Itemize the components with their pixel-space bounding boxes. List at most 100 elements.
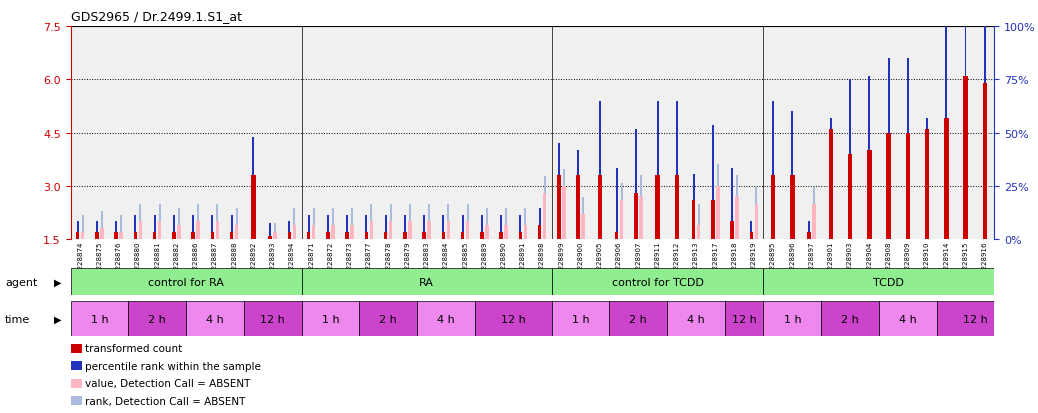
- Bar: [446, 222, 450, 240]
- Bar: [598, 176, 602, 240]
- Bar: [101, 212, 103, 229]
- Bar: [552, 301, 609, 337]
- Bar: [519, 216, 521, 233]
- Bar: [944, 119, 949, 240]
- Bar: [736, 176, 738, 197]
- Bar: [424, 216, 426, 233]
- Bar: [347, 216, 348, 233]
- Bar: [212, 216, 214, 233]
- Bar: [235, 225, 239, 240]
- Bar: [756, 187, 758, 204]
- Text: time: time: [5, 314, 30, 324]
- Bar: [735, 197, 739, 240]
- Bar: [716, 186, 719, 240]
- Bar: [655, 176, 660, 240]
- Text: rank, Detection Call = ABSENT: rank, Detection Call = ABSENT: [85, 396, 246, 406]
- Bar: [639, 176, 641, 197]
- Text: control for RA: control for RA: [148, 277, 224, 287]
- Bar: [616, 169, 618, 233]
- Bar: [307, 233, 310, 240]
- Bar: [771, 176, 775, 240]
- Bar: [676, 101, 678, 176]
- Bar: [552, 268, 763, 295]
- Bar: [879, 301, 936, 337]
- Bar: [614, 233, 619, 240]
- Bar: [581, 215, 584, 240]
- Bar: [230, 233, 234, 240]
- Bar: [384, 233, 387, 240]
- Bar: [887, 59, 890, 133]
- Bar: [389, 205, 391, 222]
- Bar: [301, 268, 552, 295]
- Bar: [485, 225, 489, 240]
- Bar: [129, 301, 186, 337]
- Bar: [139, 205, 141, 222]
- Text: 12 h: 12 h: [261, 314, 285, 324]
- Text: ▶: ▶: [54, 277, 61, 287]
- Bar: [984, 0, 986, 83]
- Bar: [813, 204, 816, 240]
- Text: percentile rank within the sample: percentile rank within the sample: [85, 361, 261, 371]
- Bar: [543, 193, 546, 240]
- Bar: [500, 216, 502, 233]
- Bar: [135, 216, 136, 233]
- Bar: [159, 205, 161, 222]
- Bar: [177, 225, 181, 240]
- Bar: [139, 222, 142, 240]
- Bar: [153, 233, 157, 240]
- Bar: [506, 208, 508, 225]
- Text: 4 h: 4 h: [437, 314, 455, 324]
- Bar: [791, 112, 793, 176]
- Bar: [346, 233, 349, 240]
- Bar: [71, 268, 301, 295]
- Bar: [486, 208, 488, 225]
- Bar: [557, 144, 559, 176]
- Bar: [849, 80, 851, 154]
- Bar: [936, 301, 1014, 337]
- Bar: [620, 201, 624, 240]
- Bar: [692, 175, 694, 201]
- Text: 4 h: 4 h: [687, 314, 705, 324]
- Bar: [829, 119, 831, 130]
- Bar: [441, 233, 445, 240]
- Bar: [731, 222, 734, 240]
- Bar: [289, 222, 291, 233]
- Bar: [717, 165, 718, 186]
- Bar: [422, 233, 426, 240]
- Text: 1 h: 1 h: [90, 314, 108, 324]
- Bar: [269, 223, 271, 236]
- Text: transformed count: transformed count: [85, 344, 183, 354]
- Bar: [698, 204, 700, 225]
- Bar: [519, 233, 522, 240]
- Bar: [312, 208, 315, 225]
- Bar: [409, 205, 411, 222]
- Bar: [828, 130, 834, 240]
- Bar: [667, 301, 725, 337]
- Bar: [95, 222, 98, 233]
- Bar: [635, 130, 636, 193]
- Bar: [725, 301, 763, 337]
- Bar: [462, 216, 464, 233]
- Bar: [192, 216, 194, 233]
- Bar: [772, 101, 774, 176]
- Bar: [326, 233, 330, 240]
- Bar: [403, 233, 407, 240]
- Bar: [657, 101, 658, 176]
- Bar: [563, 169, 565, 186]
- Bar: [712, 126, 714, 201]
- Bar: [101, 229, 104, 240]
- Bar: [76, 233, 80, 240]
- Bar: [428, 222, 431, 240]
- Bar: [154, 216, 156, 233]
- Bar: [119, 233, 122, 240]
- Text: RA: RA: [419, 277, 434, 287]
- Bar: [252, 138, 254, 176]
- Bar: [809, 222, 810, 233]
- Bar: [307, 216, 309, 233]
- Bar: [499, 233, 502, 240]
- Bar: [461, 233, 464, 240]
- Bar: [905, 133, 910, 240]
- Bar: [599, 101, 601, 176]
- Bar: [821, 301, 879, 337]
- Bar: [236, 208, 238, 225]
